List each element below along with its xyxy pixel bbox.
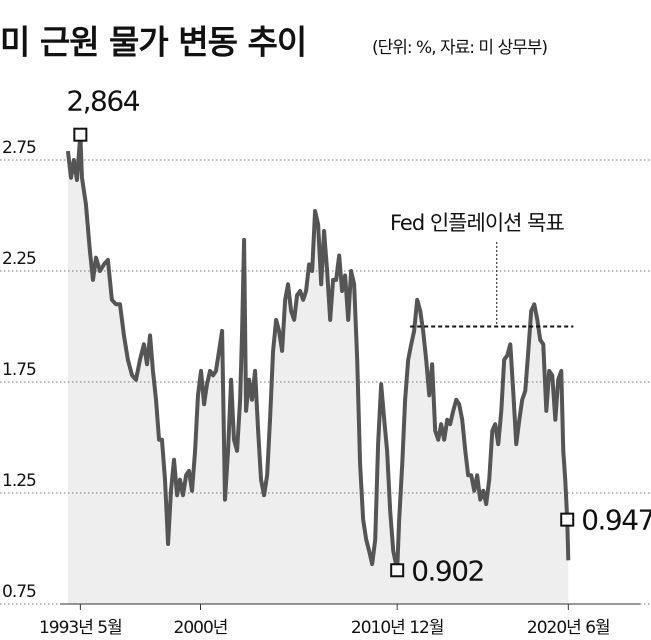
data-label: 0.902 xyxy=(411,554,484,587)
x-tick-label: 2010년 12월 xyxy=(351,618,444,638)
y-tick-label: 1.25 xyxy=(2,471,36,491)
x-tick-label: 1993년 5월 xyxy=(39,618,122,638)
area xyxy=(67,134,569,604)
line xyxy=(65,132,571,573)
x-tick-label: 2000년 xyxy=(174,618,228,638)
data-label: 0.947 xyxy=(581,504,651,537)
chart-title: 미 근원 물가 변동 추이 xyxy=(0,23,306,62)
x-tick-label: 2020년 6월 xyxy=(527,618,610,638)
y-tick-label: 2.25 xyxy=(2,249,36,269)
y-tick-label: 0.75 xyxy=(2,582,36,602)
point-marker xyxy=(73,127,88,142)
chart-subtitle: (단위: %, 자료: 미 상무부) xyxy=(372,38,547,58)
y-tick-label: 2.75 xyxy=(2,138,36,158)
point-marker xyxy=(390,563,405,578)
y-tick-label: 1.75 xyxy=(2,360,36,380)
target-label: Fed 인플레이션 목표 xyxy=(390,211,564,235)
point-marker xyxy=(560,512,575,527)
data-label: 2,864 xyxy=(66,85,139,118)
